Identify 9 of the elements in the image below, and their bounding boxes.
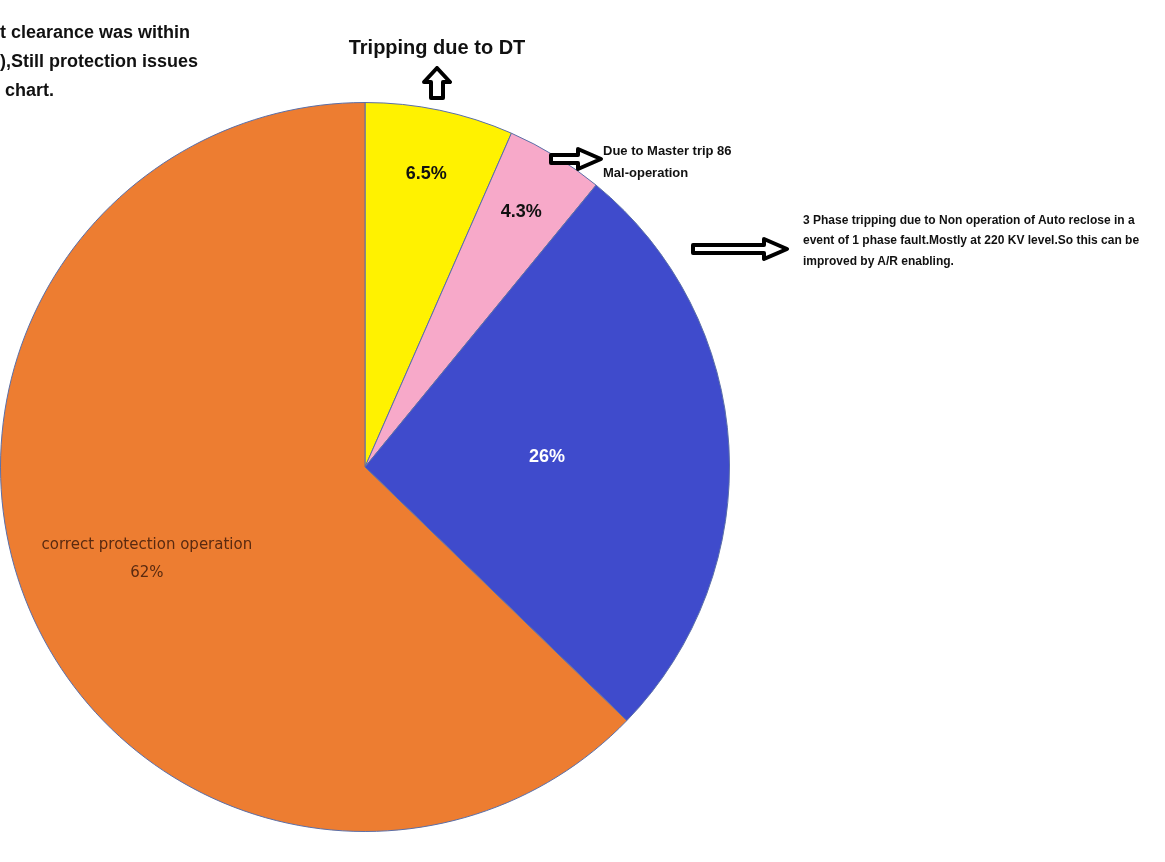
- slice-label: Tripping due to DT: [347, 35, 527, 60]
- slice-label: correct protection operation: [41, 535, 253, 554]
- data-label: 62%: [130, 563, 164, 582]
- data-label: 26%: [528, 445, 565, 466]
- data-label: 4.3%: [500, 201, 542, 222]
- text: t clearance was within ),Still protection issues chart.: [0, 21, 199, 102]
- slice-label: 3 Phase tripping due to Non operation of Auto reclose in a event of 1 phase fault.Mostly at 220 KV level.So this can be improved by A/R enabling.: [803, 212, 1141, 270]
- data-label: 6.5%: [405, 163, 447, 184]
- slice-label: Due to Master trip 86 Mal-operation: [603, 142, 733, 183]
